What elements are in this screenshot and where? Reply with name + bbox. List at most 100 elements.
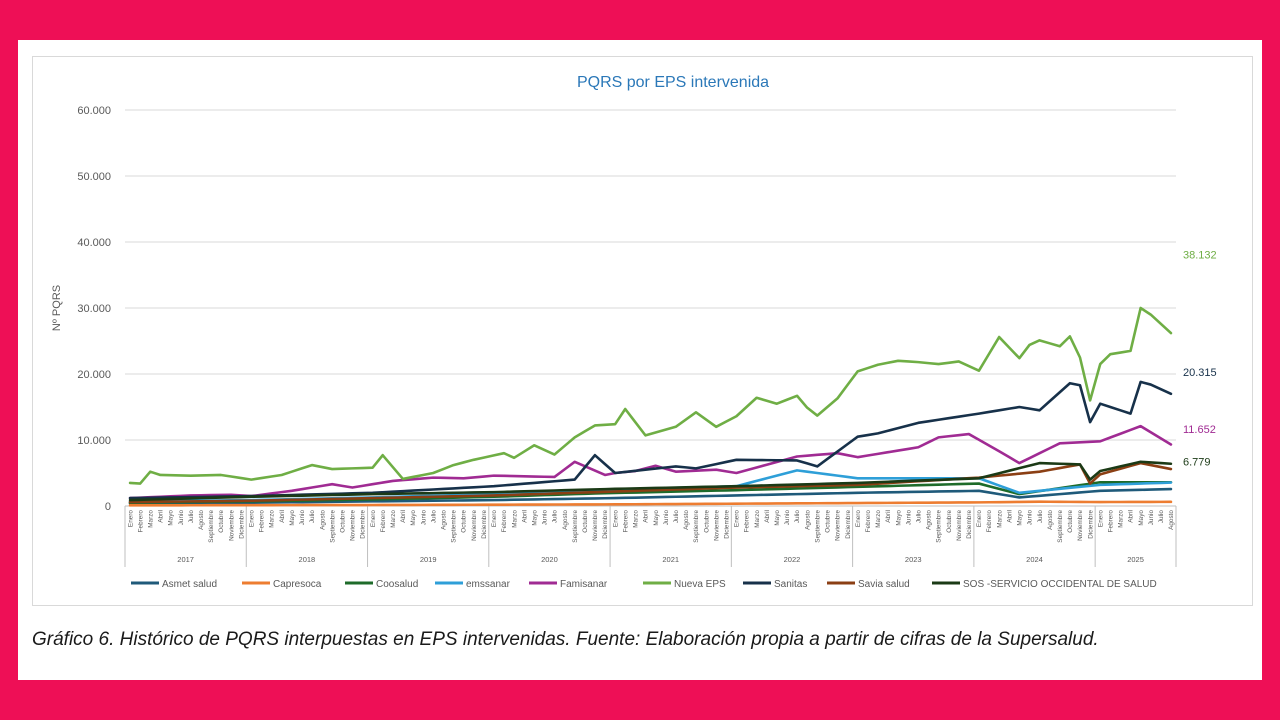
month-tick-label: Junio <box>299 510 306 526</box>
month-tick-label: Agosto <box>683 510 690 530</box>
legend-label: Sanitas <box>774 579 807 590</box>
month-tick-label: Febrero <box>1108 510 1115 533</box>
pqrs-line-chart: PQRS por EPS intervenida Nº PQRS 0 10.000… <box>51 74 1217 590</box>
y-tick-label: 20.000 <box>77 369 111 381</box>
month-tick-label: Septiembre <box>693 510 700 543</box>
month-tick-label: Noviembre <box>228 510 235 541</box>
month-tick-label: Enero <box>734 510 741 527</box>
month-tick-label: Noviembre <box>471 510 478 541</box>
chart-panel: PQRS por EPS intervenida Nº PQRS 0 10.000… <box>32 56 1253 606</box>
month-tick-label: Diciembre <box>1087 510 1094 539</box>
month-tick-label: Julio <box>309 510 316 524</box>
month-tick-label: Mayo <box>1138 510 1145 526</box>
month-tick-label: Noviembre <box>350 510 357 541</box>
month-tick-label: Febrero <box>986 510 993 533</box>
month-tick-label: Abril <box>643 510 650 523</box>
month-tick-label: Enero <box>1097 510 1104 527</box>
y-axis-label: Nº PQRS <box>51 285 63 331</box>
month-tick-label: Diciembre <box>845 510 852 539</box>
month-tick-label: Junio <box>178 510 185 526</box>
end-label: 38.132 <box>1183 249 1217 261</box>
month-tick-label: Mayo <box>531 510 538 526</box>
month-tick-label: Enero <box>491 510 498 527</box>
month-tick-label: Abril <box>521 510 528 523</box>
end-label: 11.652 <box>1183 424 1216 436</box>
figure-caption: Gráfico 6. Histórico de PQRS interpuesta… <box>32 629 1099 650</box>
month-tick-label: Noviembre <box>956 510 963 541</box>
month-tick-label: Noviembre <box>592 510 599 541</box>
month-tick-label: Septiembre <box>208 510 215 543</box>
month-tick-label: Agosto <box>1168 510 1175 530</box>
month-tick-label: Marzo <box>511 510 518 528</box>
month-tick-label: Octubre <box>218 510 225 533</box>
month-tick-label: Febrero <box>622 510 629 533</box>
month-tick-label: Octubre <box>582 510 589 533</box>
month-tick-label: Julio <box>188 510 195 524</box>
month-tick-label: Julio <box>794 510 801 524</box>
month-tick-label: Octubre <box>946 510 953 533</box>
y-tick-labels: 0 10.000 20.000 30.000 40.000 50.000 60.000 <box>77 105 111 513</box>
series-line-asmet-salud <box>128 487 1173 505</box>
month-tick-label: Diciembre <box>966 510 973 539</box>
series-line-sos-servicio-occidental-de-salud <box>128 460 1173 502</box>
month-tick-label: Abril <box>1128 510 1135 523</box>
end-label: 20.315 <box>1183 367 1217 379</box>
legend-label: Capresoca <box>273 579 322 590</box>
month-tick-label: Octubre <box>339 510 346 533</box>
legend-label: Asmet salud <box>162 579 217 590</box>
month-tick-label: Agosto <box>804 510 811 530</box>
month-tick-label: Septiembre <box>451 510 458 543</box>
y-tick-label: 10.000 <box>77 435 111 447</box>
month-tick-label: Febrero <box>865 510 872 533</box>
month-tick-label: Agosto <box>319 510 326 530</box>
month-tick-label: Febrero <box>744 510 751 533</box>
month-tick-label: Abril <box>764 510 771 523</box>
end-label: 6.779 <box>1183 456 1211 468</box>
month-tick-label: Junio <box>784 510 791 526</box>
month-tick-label: Noviembre <box>835 510 842 541</box>
month-tick-label: Septiembre <box>329 510 336 543</box>
month-tick-label: Julio <box>916 510 923 524</box>
month-tick-label: Diciembre <box>481 510 488 539</box>
month-tick-label: Mayo <box>1017 510 1024 526</box>
month-tick-label: Junio <box>420 510 427 526</box>
figure-frame: PQRS por EPS intervenida Nº PQRS 0 10.000… <box>18 40 1262 680</box>
month-tick-label: Mayo <box>289 510 296 526</box>
month-tick-label: Marzo <box>269 510 276 528</box>
month-tick-label: Junio <box>1027 510 1034 526</box>
month-tick-label: Agosto <box>1047 510 1054 530</box>
series-line-famisanar <box>128 424 1173 500</box>
y-tick-label: 0 <box>105 501 111 513</box>
month-tick-label: Enero <box>370 510 377 527</box>
month-tick-label: Marzo <box>875 510 882 528</box>
month-tick-label: Marzo <box>1118 510 1125 528</box>
year-tick-label: 2019 <box>420 555 437 564</box>
month-tick-label: Julio <box>552 510 559 524</box>
month-tick-label: Mayo <box>410 510 417 526</box>
y-tick-label: 40.000 <box>77 237 111 249</box>
month-tick-label: Julio <box>1037 510 1044 524</box>
month-tick-label: Agosto <box>198 510 205 530</box>
gridlines <box>125 109 1176 507</box>
year-tick-label: 2020 <box>541 555 558 564</box>
month-tick-label: Febrero <box>380 510 387 533</box>
month-tick-label: Abril <box>400 510 407 523</box>
year-tick-label: 2017 <box>177 555 194 564</box>
series-line-capresoca <box>128 500 1173 507</box>
year-tick-label: 2021 <box>662 555 679 564</box>
x-axis: Enero Febrero Marzo Abril Mayo Junio Julio Agos… <box>124 505 1177 567</box>
legend-label: Nueva EPS <box>674 579 726 590</box>
month-tick-label: Mayo <box>653 510 660 526</box>
month-tick-label: Diciembre <box>238 510 245 539</box>
month-tick-label: Abril <box>885 510 892 523</box>
month-tick-label: Julio <box>430 510 437 524</box>
month-tick-label: Octubre <box>703 510 710 533</box>
month-tick-label: Mayo <box>774 510 781 526</box>
month-tick-label: Febrero <box>501 510 508 533</box>
month-tick-label: Octubre <box>461 510 468 533</box>
y-tick-label: 30.000 <box>77 303 111 315</box>
month-tick-label: Febrero <box>137 510 144 533</box>
month-tick-label: Enero <box>612 510 619 527</box>
series-line-nueva-eps <box>128 306 1173 485</box>
month-tick-label: Junio <box>905 510 912 526</box>
